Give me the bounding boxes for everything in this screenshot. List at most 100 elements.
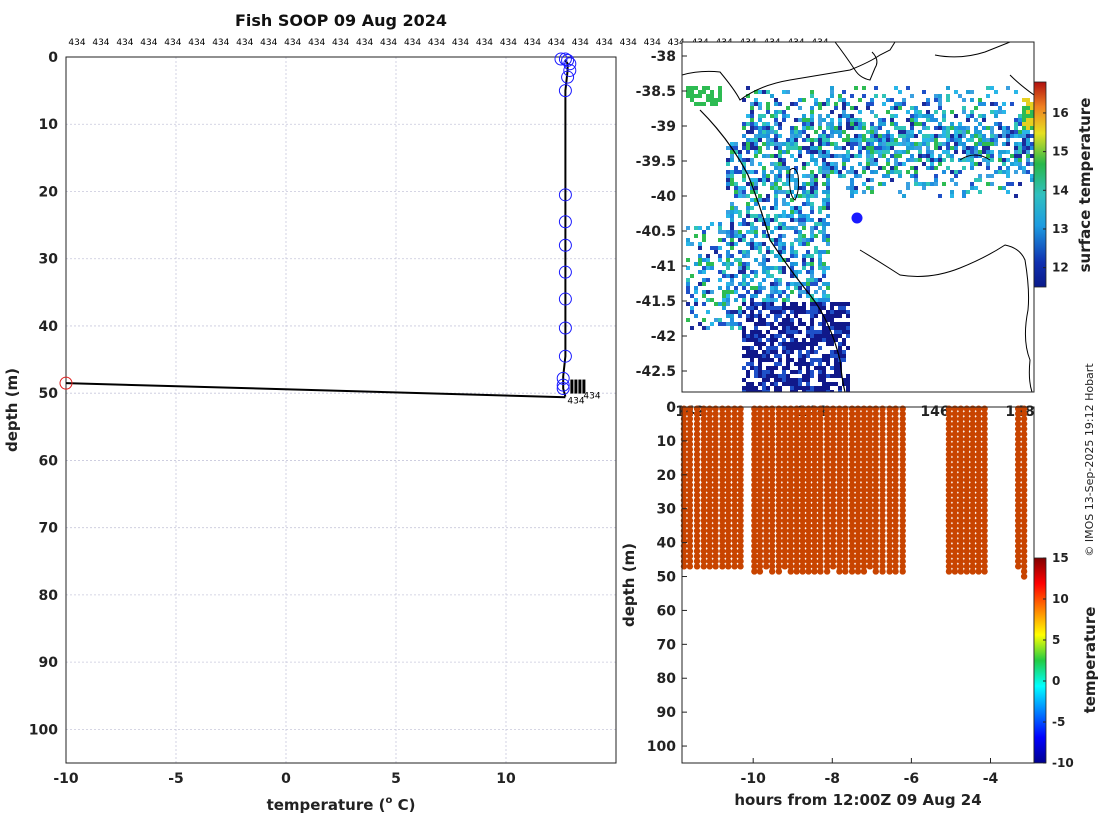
section-dot (731, 461, 738, 468)
sst-pixel (742, 278, 746, 282)
sst-pixel (946, 130, 950, 134)
sst-pixel (786, 182, 790, 186)
sst-pixel (750, 246, 754, 250)
sst-pixel (830, 90, 834, 94)
probe-id-label: 434 (164, 38, 181, 48)
section-dot (1014, 481, 1022, 489)
section-dot (975, 522, 982, 529)
sst-pixel (818, 250, 822, 254)
section-dot (781, 456, 789, 463)
sst-pixel (818, 306, 822, 310)
sst-pixel (1014, 126, 1018, 130)
sst-pixel (810, 350, 814, 354)
section-dot (787, 425, 794, 433)
sst-pixel (794, 282, 798, 286)
sst-pixel (750, 102, 754, 106)
section-dot (860, 410, 868, 417)
section-dot (975, 425, 982, 433)
sst-pixel (762, 234, 766, 238)
sst-pixel (746, 354, 750, 358)
section-dot (731, 491, 738, 499)
sst-pixel (754, 154, 758, 158)
sst-pixel (722, 262, 726, 266)
sst-pixel (778, 162, 782, 166)
section-dot (1020, 547, 1028, 555)
sst-pixel (882, 146, 886, 150)
section-dot (848, 476, 856, 484)
section-dot (693, 436, 701, 443)
sst-pixel (766, 102, 770, 106)
section-dot (737, 491, 744, 499)
sst-pixel (686, 286, 690, 290)
sst-pixel (962, 134, 966, 138)
section-dot (712, 415, 719, 423)
sst-pixel (810, 374, 814, 378)
sst-pixel (962, 158, 966, 162)
sst-pixel (814, 358, 818, 362)
section-dot (860, 522, 868, 529)
sst-pixel (790, 134, 794, 138)
section-dot (756, 497, 764, 504)
sst-pixel (818, 358, 822, 362)
section-dot (700, 507, 707, 514)
section-dot (700, 512, 707, 519)
sst-cb-tick-label: 16 (1052, 106, 1069, 120)
sst-pixel (846, 314, 850, 318)
sst-pixel (942, 158, 946, 162)
sst-pixel (870, 126, 874, 130)
section-dot (975, 430, 982, 438)
section-dot (836, 537, 843, 545)
section-dot (969, 547, 976, 555)
sst-pixel (794, 286, 798, 290)
sst-pixel (750, 346, 754, 350)
sst-pixel (686, 318, 690, 322)
section-dot (1014, 430, 1022, 438)
section-dot (872, 497, 879, 504)
section-dot (823, 517, 831, 524)
sst-pixel (754, 146, 758, 150)
sst-pixel (874, 146, 878, 150)
sst-pixel (802, 302, 806, 306)
sst-pixel (774, 118, 778, 122)
sst-pixel (810, 270, 814, 274)
sst-pixel (742, 234, 746, 238)
sst-pixel (694, 226, 698, 230)
sst-pixel (754, 186, 758, 190)
sst-pixel (994, 102, 998, 106)
section-dot (725, 466, 732, 473)
section-dot (1020, 420, 1028, 428)
sst-pixel (818, 254, 822, 258)
sst-pixel (726, 186, 730, 190)
sst-pixel (954, 134, 958, 138)
sst-pixel (958, 138, 962, 142)
sst-pixel (730, 246, 734, 250)
section-dot (693, 507, 701, 514)
section-dot (854, 497, 862, 504)
sst-pixel (822, 338, 826, 342)
sst-pixel (898, 170, 902, 174)
sst-pixel (802, 126, 806, 130)
section-dot (787, 441, 794, 448)
section-dot (781, 436, 789, 443)
sst-pixel (746, 210, 750, 214)
section-dot (842, 420, 849, 428)
section-dot (866, 502, 874, 509)
sst-pixel (722, 294, 726, 298)
section-dot (963, 415, 970, 423)
section-dot (751, 522, 758, 529)
sst-pixel (934, 134, 938, 138)
section-dot (805, 466, 812, 473)
sst-pixel (874, 150, 878, 154)
section-dot (823, 415, 831, 423)
section-dot (725, 471, 732, 479)
sst-pixel (810, 230, 814, 234)
section-dot (899, 537, 906, 545)
section-dot (975, 507, 982, 514)
section-dot (829, 491, 837, 499)
sst-pixel (806, 238, 810, 242)
sst-pixel (838, 170, 842, 174)
section-dot (823, 552, 831, 560)
section-dot (719, 461, 726, 468)
sst-pixel (702, 318, 706, 322)
sst-pixel (986, 166, 990, 170)
